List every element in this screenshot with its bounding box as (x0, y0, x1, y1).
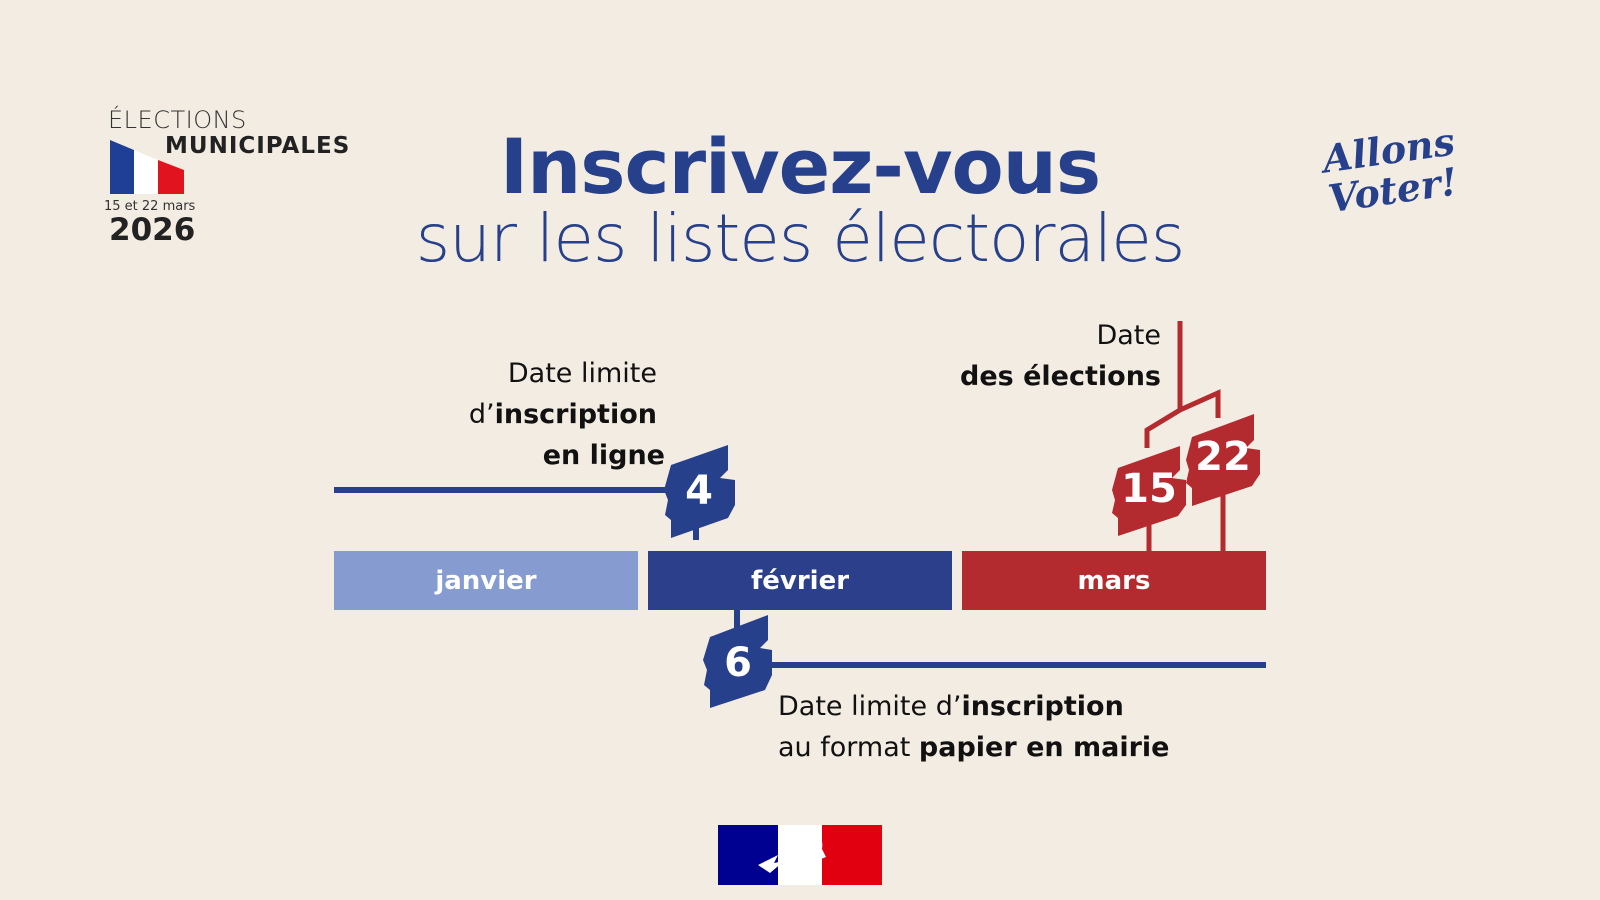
paper-note-line1: Date limite d’inscription (778, 691, 1124, 722)
badge-15-label: 15 (1121, 466, 1177, 512)
french-flag-icon (110, 140, 184, 194)
badge-4 (664, 445, 735, 538)
badge-6-label: 6 (724, 640, 752, 686)
election-note-line2: des élections (960, 361, 1161, 392)
election-date-note: Date des élections (960, 315, 1161, 397)
badge-22-label: 22 (1195, 434, 1251, 480)
badge-4-label: 4 (685, 468, 713, 514)
online-deadline-note: Date limite d’inscription en ligne (468, 353, 665, 476)
election-note-line1: Date (1096, 320, 1161, 351)
badge-15 (1112, 446, 1186, 536)
logo-line1: ÉLECTIONS (108, 106, 247, 134)
logo-year: 2026 (109, 212, 196, 248)
page-subtitle: sur les listes électorales (415, 200, 1186, 277)
online-note-line2: d’inscription (468, 399, 657, 430)
logo-line2: MUNICIPALES (165, 133, 351, 159)
badge-6 (703, 615, 772, 708)
month-janvier: janvier (334, 551, 638, 610)
logo-dates: 15 et 22 mars (104, 199, 196, 214)
online-note-line3: en ligne (542, 440, 665, 471)
month-fevrier: février (648, 551, 952, 610)
month-mars: mars (962, 551, 1266, 610)
marianne-logo (718, 825, 882, 885)
online-note-line1: Date limite (507, 358, 657, 389)
paper-deadline-note: Date limite d’inscription au format papi… (778, 686, 1170, 768)
badge-22 (1186, 414, 1260, 506)
page-title: Inscrivez-vous (499, 122, 1101, 211)
paper-note-line2: au format papier en mairie (778, 732, 1170, 763)
